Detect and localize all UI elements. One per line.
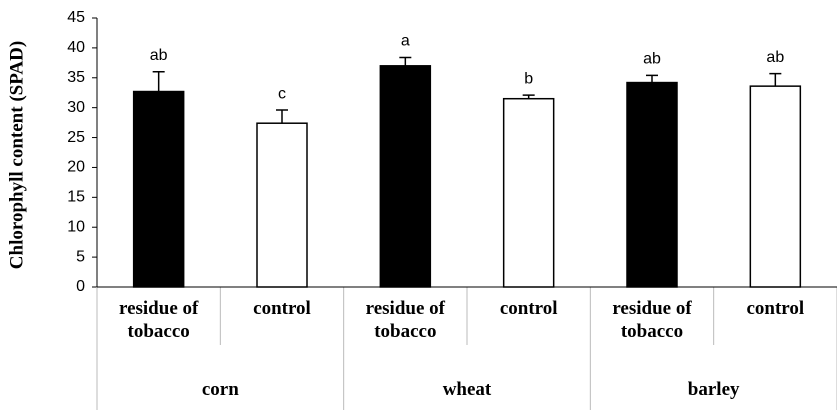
bar-annotation: ab xyxy=(643,51,661,68)
x-tick-label: residue of tobacco xyxy=(118,298,199,342)
y-tick-label: 30 xyxy=(67,99,85,116)
error-bar xyxy=(522,94,535,99)
bar xyxy=(626,81,678,288)
y-tick-label: 20 xyxy=(67,159,85,176)
error-bar xyxy=(646,74,658,83)
y-tick-label: 10 xyxy=(67,218,85,235)
y-tick-label: 0 xyxy=(76,278,85,295)
bar-annotation: b xyxy=(524,70,533,87)
group-label: wheat xyxy=(442,379,492,400)
bar xyxy=(749,85,802,288)
error-bar xyxy=(276,109,288,124)
error-bar xyxy=(769,72,782,87)
bar-annotation: a xyxy=(401,33,410,50)
bar-annotation: c xyxy=(278,85,286,102)
bar-annotation: ab xyxy=(150,47,168,64)
y-tick-label: 35 xyxy=(67,69,85,86)
x-tick-label: control xyxy=(499,298,558,319)
y-axis-title: Chlorophyll content (SPAD) xyxy=(6,41,27,269)
error-bar xyxy=(152,71,165,92)
group-label: barley xyxy=(687,379,740,400)
y-tick-label: 5 xyxy=(76,248,85,265)
group-label: corn xyxy=(201,379,239,400)
bar xyxy=(132,90,185,288)
x-tick-label: residue of tobacco xyxy=(612,298,692,342)
x-tick-label: residue of tobacco xyxy=(365,298,445,342)
bar xyxy=(256,122,308,288)
x-tick-label: control xyxy=(746,298,805,319)
y-tick-label: 15 xyxy=(67,189,85,206)
y-tick-label: 25 xyxy=(67,129,85,146)
bar-annotation: ab xyxy=(766,49,784,66)
y-tick-label: 40 xyxy=(67,39,85,56)
x-tick-label: control xyxy=(253,298,311,319)
y-tick-label: 45 xyxy=(67,9,85,26)
bar xyxy=(502,97,555,288)
bar xyxy=(379,65,432,288)
error-bar xyxy=(399,56,412,66)
